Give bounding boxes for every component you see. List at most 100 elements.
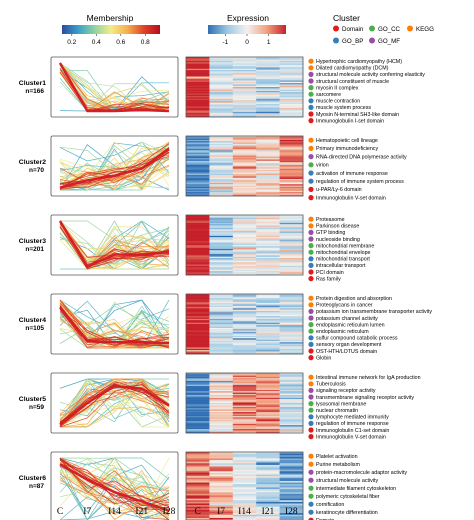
heatmap-cell (256, 238, 280, 241)
heatmap-cell (209, 321, 234, 323)
term-category-dot (308, 374, 314, 380)
heatmap-cell (232, 348, 257, 351)
heatmap-cell (209, 393, 234, 396)
heatmap-cell (256, 186, 280, 189)
heatmap-cell (256, 388, 280, 391)
heatmap-cell (256, 487, 280, 490)
heatmap-cell (279, 396, 304, 399)
heatmap-cell (279, 425, 304, 427)
heatmap-cell (232, 162, 257, 164)
heatmap-cell (232, 383, 257, 386)
term-category-dot (308, 243, 314, 249)
heatmap-cell (209, 230, 234, 233)
heatmap-cell (186, 150, 210, 152)
heatmap-cell (209, 320, 234, 322)
heatmap-cell (279, 92, 304, 94)
heatmap-cell (279, 109, 304, 111)
heatmap-cell (232, 252, 257, 255)
heatmap-cell (186, 231, 210, 234)
heatmap-cell (256, 181, 280, 184)
heatmap-cell (232, 88, 257, 90)
heatmap-cell (186, 94, 210, 97)
heatmap-cell (232, 152, 257, 155)
heatmap-cell (209, 188, 234, 190)
heatmap-cell (256, 105, 280, 107)
heatmap-cell (186, 228, 210, 230)
heatmap-cell (279, 98, 304, 101)
heatmap-cell (256, 172, 280, 175)
heatmap-cell (279, 304, 304, 307)
heatmap-cell (209, 269, 234, 272)
heatmap-cell (186, 139, 210, 142)
heatmap-cell (256, 474, 280, 477)
heatmap-cell (186, 255, 210, 258)
heatmap-cell (232, 189, 257, 192)
heatmap-cell (186, 67, 210, 70)
heatmap-cell (256, 97, 280, 100)
heatmap-cell (186, 423, 210, 426)
member-line (59, 457, 170, 520)
heatmap-cell (209, 517, 234, 520)
heatmap-cell (232, 154, 257, 156)
heatmap-cell (186, 517, 210, 520)
heatmap-cell (232, 329, 257, 331)
heatmap-cell (256, 93, 280, 96)
heatmap-cell (256, 325, 280, 327)
member-line (59, 221, 170, 263)
heatmap-cell (256, 404, 280, 406)
heatmap-cell (279, 322, 304, 325)
heatmap-cell (279, 412, 304, 414)
heatmap-cell (232, 271, 257, 273)
heatmap-cell (232, 489, 257, 491)
heatmap-cell (256, 263, 280, 265)
cluster-legend-label: Domain (342, 26, 364, 33)
heatmap-cell (279, 509, 304, 512)
enrichment-term-label: Tuberculosis (316, 382, 346, 388)
heatmap-cell (186, 241, 210, 243)
heatmap-cell (209, 410, 234, 413)
heatmap-cell (256, 374, 280, 376)
heatmap-cell (209, 109, 234, 111)
heatmap-cell (279, 248, 304, 251)
term-category-dot (308, 477, 314, 483)
membership-tick-label: 0.2 (67, 39, 76, 46)
heatmap-cell (256, 88, 280, 90)
heatmap-cell (232, 469, 257, 472)
heatmap-cell (232, 414, 257, 417)
heatmap-cell (256, 456, 280, 459)
heatmap-cell (232, 62, 257, 64)
heatmap-cell (186, 93, 210, 96)
line-plot-x-axis: C I7 I14 I21 I28 (57, 507, 176, 517)
cluster-legend-label: GO_CC (378, 26, 401, 33)
heatmap-cell (279, 149, 304, 151)
heatmap-cell (186, 162, 210, 164)
heatmap-cell (209, 273, 234, 276)
heatmap-cell (232, 234, 257, 237)
heatmap-cell (256, 350, 280, 352)
heatmap-cell (279, 185, 304, 188)
member-line (59, 459, 170, 507)
heatmap-cell (232, 334, 257, 337)
heatmap-cell (232, 318, 257, 321)
heatmap-cell (232, 90, 257, 93)
heatmap-cell (256, 173, 280, 176)
heatmap-cell (232, 391, 257, 393)
heatmap-cell (256, 392, 280, 395)
heatmap-cell (256, 497, 280, 499)
heatmap-cell (232, 138, 257, 141)
heatmap-cell (186, 426, 210, 429)
heatmap-cell (279, 233, 304, 235)
heatmap-cell (209, 215, 234, 217)
heatmap-cell (232, 314, 257, 317)
heatmap-cell (232, 268, 257, 271)
heatmap-cell (209, 260, 234, 263)
heatmap-cell (256, 60, 280, 63)
heatmap-cell (209, 401, 234, 404)
heatmap-cell (209, 378, 234, 380)
heatmap-cell (256, 151, 280, 154)
heatmap-cell (186, 159, 210, 162)
heatmap-cell (186, 490, 210, 493)
heatmap-cell (209, 167, 234, 169)
heatmap-cell (186, 309, 210, 312)
